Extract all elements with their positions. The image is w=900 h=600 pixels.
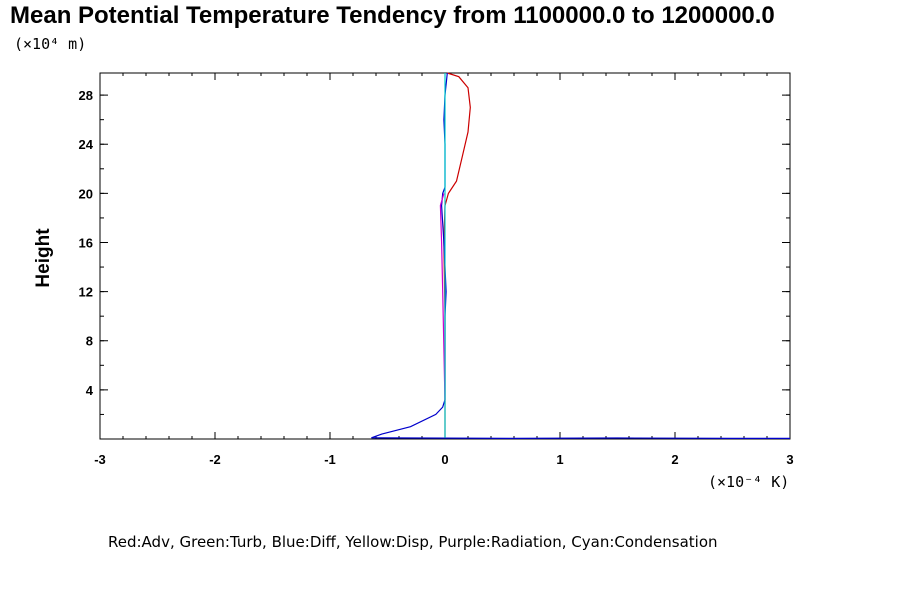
y-tick-label: 28 [79, 88, 93, 103]
y-tick-label: 24 [79, 137, 94, 152]
x-tick-label: 1 [556, 452, 563, 467]
x-unit-label: (×10⁻⁴ K) [708, 473, 789, 491]
x-tick-label: -1 [324, 452, 336, 467]
chart-title: Mean Potential Temperature Tendency from… [10, 2, 775, 29]
legend-text: Red:Adv, Green:Turb, Blue:Diff, Yellow:D… [108, 533, 718, 551]
y-tick-label: 12 [79, 285, 93, 300]
series-line-diff [371, 72, 448, 439]
x-tick-label: 0 [441, 452, 448, 467]
series-layer [371, 72, 790, 440]
series-line-radiation [439, 193, 446, 403]
y-tick-label: 20 [79, 186, 93, 201]
x-tick-label: -2 [209, 452, 221, 467]
series-line-adv [443, 72, 471, 438]
y-tick-label: 16 [79, 235, 93, 250]
y-axis-label: Height [33, 228, 54, 288]
x-tick-label: 3 [786, 452, 793, 467]
y-tick-label: 4 [86, 383, 94, 398]
x-tick-label: -3 [94, 452, 106, 467]
y-tick-label: 8 [86, 334, 93, 349]
series-line-diff-surface [371, 437, 790, 440]
y-unit-label: (×10⁴ m) [14, 35, 86, 53]
x-tick-label: 2 [671, 452, 678, 467]
